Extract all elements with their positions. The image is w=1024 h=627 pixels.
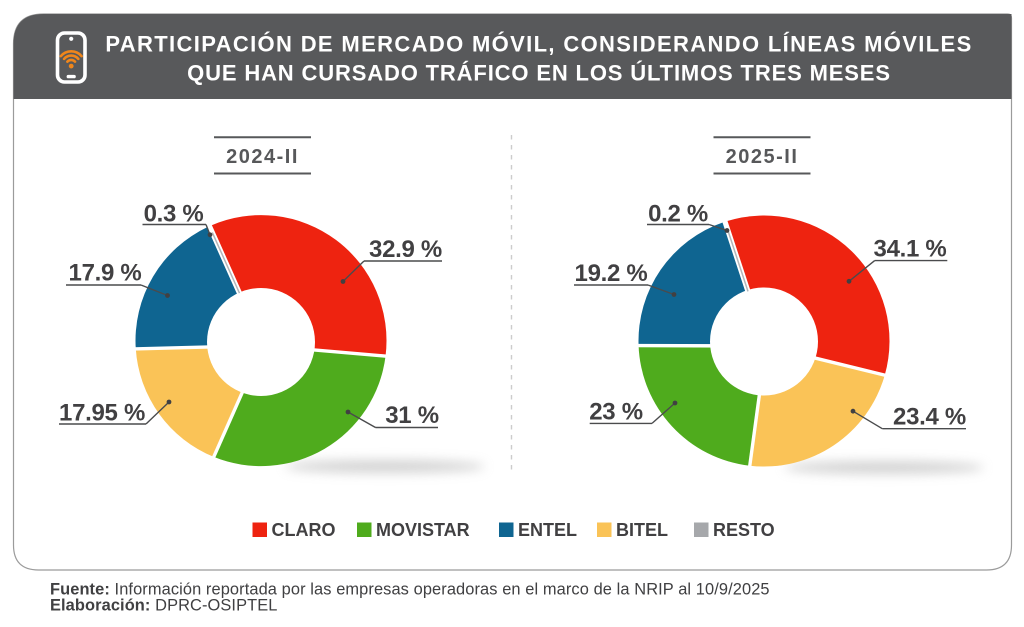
svg-text:2025-II: 2025-II bbox=[726, 146, 799, 168]
svg-text:0.3 %: 0.3 % bbox=[144, 201, 204, 228]
svg-text:0.2 %: 0.2 % bbox=[648, 201, 708, 228]
svg-text:ENTEL: ENTEL bbox=[518, 520, 577, 540]
svg-text:34.1 %: 34.1 % bbox=[874, 236, 947, 263]
svg-text:BITEL: BITEL bbox=[616, 520, 668, 540]
svg-text:Fuente: Información reportada: Fuente: Información reportada por las em… bbox=[50, 581, 770, 599]
svg-text:CLARO: CLARO bbox=[272, 520, 336, 540]
svg-text:31 %: 31 % bbox=[385, 402, 439, 429]
svg-text:32.9 %: 32.9 % bbox=[369, 236, 442, 263]
svg-text:19.2 %: 19.2 % bbox=[575, 260, 648, 287]
svg-text:QUE HAN CURSADO TRÁFICO EN LOS: QUE HAN CURSADO TRÁFICO EN LOS ÚLTIMOS T… bbox=[187, 61, 891, 86]
svg-text:17.95 %: 17.95 % bbox=[59, 400, 145, 427]
svg-text:2024-II: 2024-II bbox=[226, 146, 299, 168]
svg-text:MOVISTAR: MOVISTAR bbox=[376, 520, 470, 540]
svg-text:23 %: 23 % bbox=[589, 399, 643, 426]
svg-text:23.4 %: 23.4 % bbox=[893, 404, 966, 431]
svg-text:RESTO: RESTO bbox=[713, 520, 775, 540]
svg-text:17.9 %: 17.9 % bbox=[69, 260, 142, 287]
svg-text:PARTICIPACIÓN DE MERCADO MÓVIL: PARTICIPACIÓN DE MERCADO MÓVIL, CONSIDER… bbox=[105, 32, 972, 57]
svg-text:Elaboración: DPRC-OSIPTEL: Elaboración: DPRC-OSIPTEL bbox=[50, 597, 277, 615]
